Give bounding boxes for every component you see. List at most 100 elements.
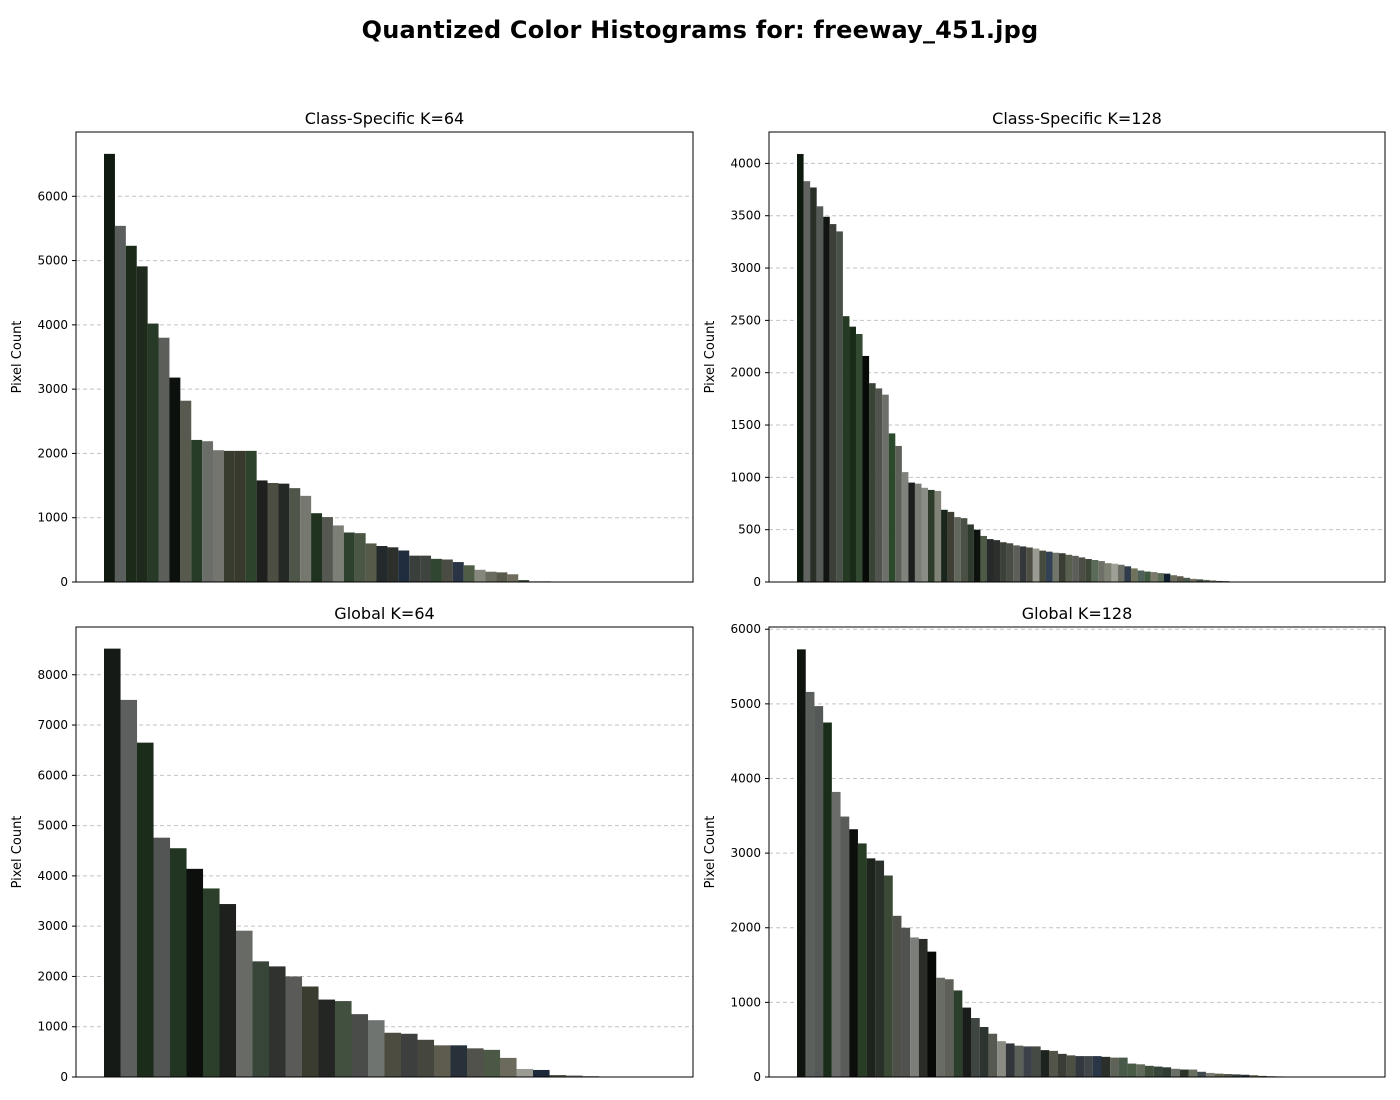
color-bar: [1150, 572, 1158, 582]
color-bar: [417, 1039, 435, 1077]
color-bar: [1032, 548, 1040, 582]
y-axis: 0 1000 2000 3000 4000 5000 6000 7000 8000: [37, 668, 76, 1084]
color-bar: [892, 915, 902, 1077]
y-tick-label: 3000: [730, 261, 761, 275]
color-bar: [1176, 576, 1184, 582]
color-bar: [153, 837, 171, 1077]
color-bar: [1153, 1066, 1163, 1077]
color-bar: [1098, 561, 1105, 582]
color-bar: [351, 1014, 369, 1077]
color-bar: [1014, 1045, 1024, 1077]
y-tick-label: 5000: [730, 697, 761, 711]
color-bar: [979, 1027, 989, 1077]
color-bar: [278, 483, 290, 582]
color-bar: [1203, 579, 1210, 582]
y-tick-label: 8000: [37, 668, 68, 682]
color-bar: [1078, 557, 1086, 582]
color-bar: [1170, 575, 1177, 582]
color-bar: [888, 433, 896, 582]
color-bar: [840, 816, 850, 1077]
color-bar: [507, 574, 519, 582]
y-tick-label: 4000: [730, 771, 761, 785]
color-bar: [234, 450, 246, 582]
y-tick-label: 0: [60, 1070, 68, 1084]
color-bar: [213, 450, 224, 582]
color-bar: [805, 691, 815, 1077]
color-bar: [431, 558, 442, 582]
color-bar: [104, 648, 121, 1077]
color-bar: [474, 569, 486, 582]
subplot-title: Global K=64: [334, 604, 434, 623]
color-bar: [1216, 580, 1223, 582]
color-bar: [814, 706, 824, 1077]
color-bar: [973, 529, 981, 582]
color-bar: [549, 1074, 567, 1077]
subplot-title: Class-Specific K=64: [305, 109, 464, 128]
color-bar: [335, 1001, 352, 1077]
color-bar: [1127, 1063, 1137, 1077]
color-bar: [256, 480, 268, 582]
color-bar: [816, 206, 824, 583]
y-axis: 0 1000 2000 3000 4000 5000 6000: [730, 622, 769, 1084]
color-bar: [398, 550, 410, 582]
y-axis-label: Pixel Count: [703, 321, 718, 394]
y-tick-label: 2000: [37, 446, 68, 460]
color-bar: [311, 513, 323, 582]
color-bar: [384, 1032, 402, 1077]
color-bar: [988, 1033, 998, 1077]
color-bar: [533, 1069, 550, 1077]
color-bar: [332, 525, 344, 582]
color-bar: [441, 559, 453, 582]
color-bar: [895, 445, 902, 582]
color-bar: [862, 355, 870, 582]
color-bar: [1117, 564, 1125, 582]
color-bar: [158, 337, 170, 582]
color-bar: [147, 323, 159, 582]
color-bar: [962, 1007, 972, 1077]
color-bar: [997, 1041, 1006, 1077]
color-bar: [875, 860, 885, 1077]
color-bar: [1188, 1069, 1198, 1077]
chart-global-k64: Global K=64 0 1000 2000 3000 4000 5000 6000 7000…: [10, 604, 694, 1084]
color-bar: [1091, 560, 1099, 582]
color-bar: [866, 858, 876, 1077]
y-axis: 0 500 1000 1500 2000 2500 3000 3500 4000: [730, 156, 769, 589]
color-bar: [947, 511, 955, 582]
color-bar: [236, 930, 253, 1077]
y-tick-label: 3000: [37, 919, 68, 933]
color-bar: [934, 490, 942, 582]
color-bar: [829, 224, 837, 582]
color-bar: [1136, 1064, 1146, 1077]
color-bar: [842, 316, 850, 582]
color-bar: [267, 483, 279, 582]
color-bar: [219, 904, 237, 1077]
color-bar: [810, 187, 817, 582]
color-bar: [1092, 1056, 1102, 1077]
y-axis: 0 1000 2000 3000 4000 5000 6000: [37, 189, 76, 589]
color-bar: [114, 225, 126, 583]
color-bar: [953, 990, 963, 1077]
color-bar: [927, 951, 937, 1077]
color-bar: [467, 1048, 484, 1077]
y-tick-label: 5000: [37, 819, 68, 833]
color-bar: [285, 976, 303, 1077]
color-bar: [169, 377, 181, 582]
color-bar: [1197, 1071, 1206, 1077]
y-tick-label: 2000: [730, 366, 761, 380]
color-bar: [1137, 570, 1145, 582]
color-bar: [1162, 1067, 1172, 1077]
color-bar: [849, 326, 856, 582]
bars: [797, 153, 1256, 583]
color-bar: [302, 986, 319, 1077]
color-bar: [1240, 1074, 1250, 1077]
color-bar: [202, 441, 214, 582]
color-bar: [1031, 1046, 1041, 1077]
plot-frame: [75, 626, 694, 1078]
gridlines: [769, 162, 1385, 531]
color-bar: [1000, 542, 1007, 582]
color-bar: [420, 555, 432, 582]
color-bar: [836, 231, 843, 583]
color-bar: [365, 543, 377, 582]
color-bar: [137, 742, 154, 1077]
y-axis-label: Pixel Count: [10, 321, 25, 394]
